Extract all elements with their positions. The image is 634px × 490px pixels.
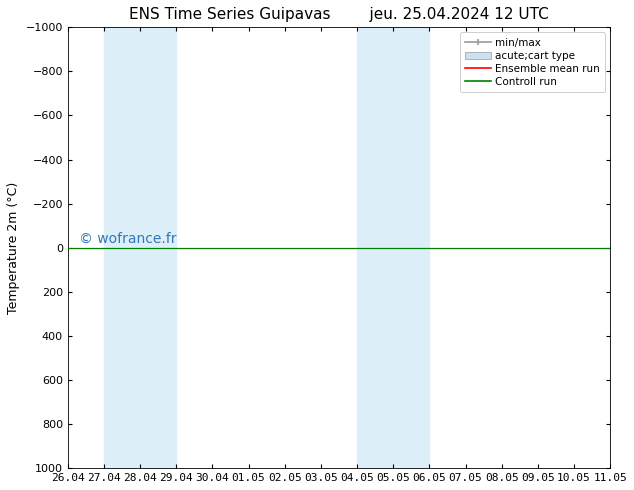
Bar (104, 27, 176, 468)
Text: © wofrance.fr: © wofrance.fr (79, 232, 176, 245)
Title: ENS Time Series Guipavas        jeu. 25.04.2024 12 UTC: ENS Time Series Guipavas jeu. 25.04.2024… (129, 7, 549, 22)
Legend: min/max, acute;cart type, Ensemble mean run, Controll run: min/max, acute;cart type, Ensemble mean … (460, 32, 605, 92)
Bar (610, 27, 634, 468)
Bar (357, 27, 429, 468)
Y-axis label: Temperature 2m (°C): Temperature 2m (°C) (7, 182, 20, 314)
